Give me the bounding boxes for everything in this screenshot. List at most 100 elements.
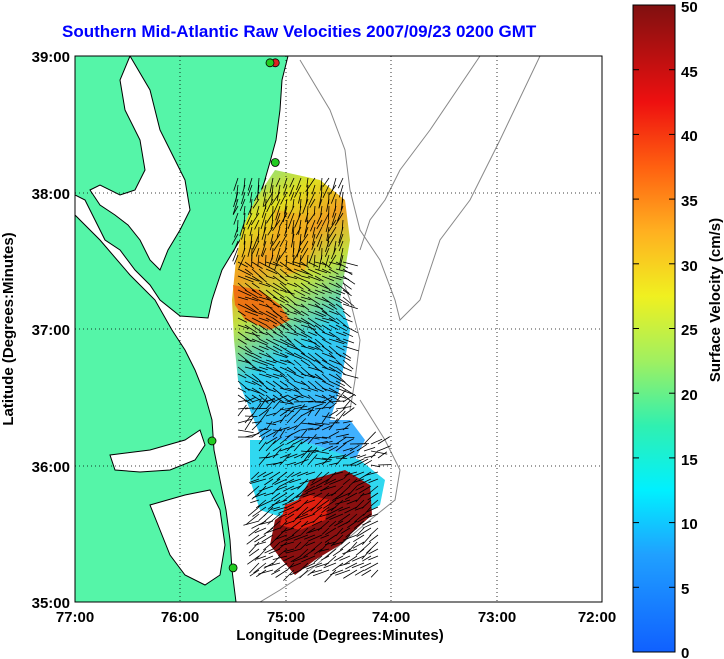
velocity-vector bbox=[265, 373, 280, 379]
velocity-vector bbox=[305, 541, 316, 547]
velocity-vector bbox=[272, 448, 282, 459]
velocity-vector bbox=[316, 219, 323, 230]
velocity-vector bbox=[272, 324, 284, 333]
velocity-vector bbox=[332, 205, 337, 218]
velocity-vector bbox=[363, 431, 376, 445]
velocity-vector bbox=[267, 226, 274, 236]
velocity-vector bbox=[289, 478, 302, 484]
velocity-vector bbox=[272, 345, 283, 352]
velocity-vector bbox=[278, 212, 288, 228]
velocity-vector bbox=[321, 373, 330, 381]
velocity-vector bbox=[355, 548, 365, 556]
velocity-vector bbox=[342, 289, 352, 297]
velocity-vector bbox=[321, 282, 329, 290]
velocity-vector bbox=[251, 352, 262, 359]
velocity-vector bbox=[251, 317, 267, 326]
velocity-vector bbox=[272, 303, 282, 308]
velocity-vector bbox=[258, 282, 271, 287]
velocity-vector bbox=[272, 289, 285, 299]
velocity-vector bbox=[287, 506, 302, 516]
velocity-vector bbox=[301, 520, 316, 527]
velocity-vector bbox=[328, 359, 342, 366]
velocity-vector bbox=[232, 205, 239, 215]
velocity-vector bbox=[275, 247, 281, 262]
velocity-vector bbox=[320, 177, 323, 191]
velocity-vector bbox=[233, 177, 239, 191]
velocity-vector bbox=[307, 387, 319, 392]
velocity-vector bbox=[355, 492, 365, 503]
velocity-vector bbox=[293, 359, 302, 367]
velocity-vector bbox=[307, 345, 319, 350]
velocity-vector bbox=[295, 492, 309, 498]
velocity-vector bbox=[345, 527, 358, 538]
velocity-vector bbox=[269, 177, 274, 193]
velocity-vector bbox=[352, 541, 365, 549]
velocity-vector bbox=[262, 184, 267, 197]
velocity-vector bbox=[320, 485, 337, 492]
velocity-vector bbox=[232, 198, 239, 215]
velocity-vector bbox=[302, 492, 316, 498]
velocity-vector bbox=[335, 569, 351, 576]
velocity-vector bbox=[321, 268, 331, 274]
velocity-vector bbox=[293, 534, 309, 541]
velocity-vector bbox=[272, 429, 283, 432]
velocity-vector bbox=[233, 191, 239, 208]
velocity-vector bbox=[307, 261, 319, 268]
velocity-vector bbox=[271, 499, 288, 506]
velocity-vector bbox=[335, 310, 344, 318]
velocity-vector bbox=[335, 442, 347, 452]
velocity-vector bbox=[328, 268, 339, 275]
velocity-vector bbox=[293, 345, 306, 355]
velocity-vector bbox=[325, 240, 330, 253]
velocity-vector bbox=[273, 492, 288, 502]
velocity-vector bbox=[265, 380, 276, 388]
velocity-vector bbox=[300, 548, 309, 557]
velocity-vector bbox=[258, 331, 268, 336]
velocity-vector bbox=[279, 352, 289, 358]
velocity-vector bbox=[344, 471, 358, 476]
velocity-vector bbox=[275, 205, 281, 221]
velocity-vector bbox=[279, 373, 289, 382]
velocity-vector bbox=[272, 268, 285, 279]
velocity-vector bbox=[272, 366, 286, 376]
velocity-vector bbox=[234, 226, 239, 238]
velocity-vector bbox=[334, 499, 351, 505]
velocity-vector bbox=[272, 387, 283, 396]
velocity-vector bbox=[300, 352, 316, 362]
velocity-vector bbox=[307, 433, 317, 445]
velocity-vector bbox=[237, 429, 254, 433]
x-tick-label: 76:00 bbox=[161, 609, 199, 626]
velocity-vector bbox=[300, 310, 309, 317]
velocity-vector bbox=[342, 394, 357, 406]
velocity-vector bbox=[244, 268, 254, 276]
velocity-vector bbox=[328, 366, 341, 374]
radar-station-marker bbox=[265, 58, 275, 68]
velocity-vector bbox=[307, 352, 321, 364]
velocity-vector bbox=[288, 184, 295, 197]
velocity-vector bbox=[325, 219, 330, 233]
velocity-vector bbox=[293, 268, 309, 275]
velocity-vector bbox=[334, 555, 344, 562]
velocity-vector bbox=[265, 310, 278, 318]
velocity-vector bbox=[273, 506, 288, 512]
velocity-vector bbox=[318, 254, 323, 271]
velocity-vector bbox=[300, 527, 309, 535]
velocity-vector bbox=[300, 541, 309, 550]
velocity-vector bbox=[338, 226, 344, 244]
velocity-vector bbox=[356, 454, 367, 459]
velocity-vector bbox=[241, 247, 246, 258]
velocity-vector bbox=[292, 254, 295, 266]
velocity-vector bbox=[314, 422, 330, 425]
velocity-vector bbox=[328, 303, 338, 310]
velocity-vector bbox=[322, 177, 330, 187]
velocity-vector bbox=[352, 555, 365, 562]
velocity-vector bbox=[321, 457, 333, 461]
velocity-vector bbox=[279, 289, 295, 295]
y-tick-label: 36:00 bbox=[32, 459, 70, 476]
velocity-vector bbox=[307, 310, 324, 318]
velocity-vector bbox=[335, 261, 349, 269]
velocity-vector bbox=[254, 534, 267, 543]
velocity-vector bbox=[244, 373, 259, 383]
velocity-vector bbox=[304, 485, 316, 493]
velocity-vector bbox=[272, 275, 287, 286]
